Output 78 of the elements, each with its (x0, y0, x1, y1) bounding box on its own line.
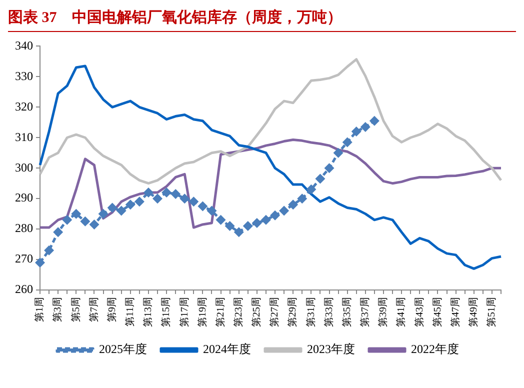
point (44, 245, 54, 256)
point (306, 184, 316, 194)
x-tick-label: 第49周 (468, 297, 480, 327)
point (206, 206, 217, 216)
x-tick-label: 第47周 (449, 297, 462, 327)
x-tick-label: 第39周 (377, 297, 390, 327)
y-tick-label: 320 (15, 99, 33, 114)
point (116, 206, 126, 216)
x-tick-label: 第13周 (142, 297, 154, 327)
x-tick-label: 第1周 (34, 297, 46, 322)
y-tick-label: 300 (15, 160, 33, 174)
y-tick-label: 310 (15, 130, 33, 144)
x-tick-label: 第17周 (178, 297, 190, 327)
y-tick-label: 340 (15, 38, 33, 52)
legend-label: 2023年度 (307, 342, 355, 356)
point (125, 200, 136, 210)
point (234, 227, 244, 238)
x-tick-label: 第45周 (431, 297, 444, 327)
x-tick-label: 第37周 (359, 297, 372, 327)
x-tick-label: 第33周 (322, 297, 335, 327)
point (260, 214, 271, 225)
point (98, 208, 108, 219)
point (279, 206, 290, 216)
x-tick-label: 第9周 (106, 297, 118, 322)
point (324, 163, 334, 174)
x-tick-label: 第31周 (304, 297, 317, 327)
legend-label: 2022年度 (411, 342, 459, 356)
x-tick-label: 第15周 (160, 297, 172, 327)
point (297, 194, 308, 204)
point (315, 174, 326, 184)
x-tick-label: 第3周 (52, 297, 64, 322)
y-tick-label: 260 (15, 282, 33, 296)
point (224, 221, 235, 232)
x-tick-label: 第23周 (232, 297, 244, 327)
x-tick-label: 第7周 (88, 297, 100, 322)
point (53, 227, 64, 238)
point (360, 122, 370, 132)
x-tick-label: 第35周 (340, 297, 353, 327)
x-tick-label: 第41周 (395, 297, 408, 327)
point (351, 126, 362, 137)
point (170, 189, 181, 200)
x-tick-label: 第27周 (268, 297, 281, 327)
point (216, 214, 226, 225)
point (242, 221, 253, 232)
point (342, 137, 352, 148)
point (35, 258, 45, 268)
point (107, 202, 118, 213)
y-tick-label: 280 (15, 221, 33, 236)
point (198, 201, 208, 212)
x-tick-label: 第29周 (286, 297, 299, 327)
point (143, 187, 154, 198)
point (162, 187, 172, 198)
x-tick-label: 第11周 (124, 297, 136, 327)
point (62, 214, 72, 225)
point (288, 200, 298, 210)
legend-label: 2025年度 (99, 342, 147, 356)
point (89, 219, 100, 230)
point (270, 210, 280, 220)
point (134, 196, 144, 207)
point (252, 218, 262, 228)
y-tick-label: 330 (15, 68, 33, 83)
x-tick-label: 第19周 (196, 297, 208, 327)
x-tick-label: 第25周 (250, 297, 263, 327)
point (333, 148, 344, 158)
x-tick-label: 第51周 (486, 297, 498, 327)
y-tick-label: 290 (15, 190, 33, 205)
point (71, 208, 82, 219)
point (80, 216, 90, 226)
point (369, 116, 380, 126)
point (180, 194, 190, 204)
x-tick-label: 第43周 (413, 297, 426, 327)
point (152, 194, 163, 204)
point (188, 196, 199, 207)
x-tick-label: 第21周 (214, 297, 226, 327)
legend-label: 2024年度 (203, 342, 251, 356)
x-tick-label: 第5周 (70, 297, 82, 322)
y-tick-label: 270 (15, 252, 33, 266)
chart-title: 图表 37 中国电解铝厂氧化铝库存（周度，万吨） (8, 8, 516, 32)
